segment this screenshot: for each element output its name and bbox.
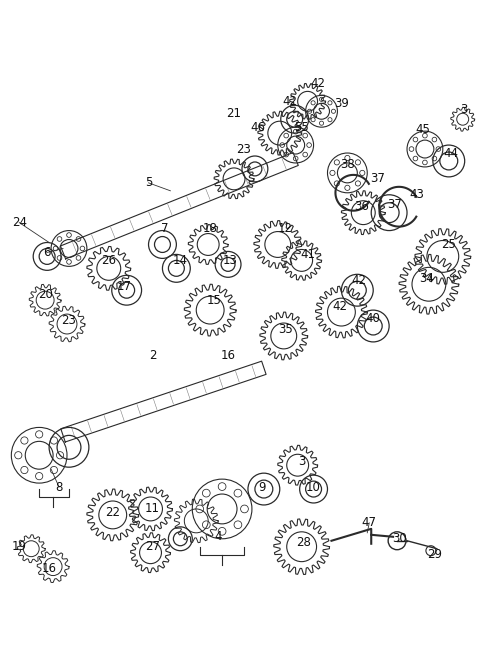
Text: 22: 22: [105, 506, 120, 520]
Text: 6: 6: [43, 246, 51, 259]
Text: 9: 9: [258, 481, 265, 493]
Text: 55: 55: [294, 121, 309, 134]
Text: 24: 24: [12, 216, 27, 229]
Text: 23: 23: [237, 142, 252, 155]
Text: 34: 34: [420, 272, 434, 285]
Text: 41: 41: [300, 248, 315, 261]
Text: 37: 37: [370, 173, 384, 186]
Text: 42: 42: [310, 77, 325, 90]
Text: 21: 21: [227, 107, 241, 120]
Text: 43: 43: [409, 188, 424, 201]
Text: 30: 30: [392, 532, 407, 545]
Text: 18: 18: [203, 222, 217, 235]
Text: 42: 42: [332, 300, 347, 313]
Text: 4: 4: [215, 530, 222, 543]
Text: 27: 27: [145, 541, 160, 553]
Text: 19: 19: [12, 541, 27, 553]
Text: 13: 13: [223, 254, 238, 267]
Text: 3: 3: [298, 455, 305, 468]
Text: 40: 40: [366, 312, 381, 325]
Text: 3: 3: [460, 103, 468, 115]
Text: 28: 28: [296, 536, 311, 549]
Text: 8: 8: [55, 481, 63, 493]
Text: 44: 44: [443, 146, 458, 159]
Text: 46: 46: [251, 121, 265, 134]
Text: 26: 26: [101, 254, 116, 267]
Text: 10: 10: [306, 481, 321, 493]
Text: 7: 7: [161, 222, 168, 235]
Text: 11: 11: [145, 502, 160, 516]
Text: 16: 16: [221, 350, 236, 362]
Text: 42: 42: [352, 274, 367, 287]
Text: 39: 39: [334, 97, 349, 110]
Text: 38: 38: [340, 159, 355, 171]
Text: 15: 15: [207, 294, 222, 306]
Text: 16: 16: [42, 562, 57, 575]
Text: 14: 14: [173, 254, 188, 267]
Text: 17: 17: [117, 279, 132, 293]
Text: 47: 47: [362, 516, 377, 529]
Text: 36: 36: [354, 200, 369, 213]
Text: 2: 2: [149, 350, 156, 362]
Text: 20: 20: [38, 288, 53, 300]
Text: 37: 37: [388, 198, 403, 211]
Text: 12: 12: [277, 222, 292, 235]
Text: 42: 42: [282, 95, 297, 108]
Text: 5: 5: [145, 176, 152, 190]
Text: 45: 45: [416, 123, 431, 136]
Text: 29: 29: [427, 548, 443, 561]
Text: 35: 35: [278, 323, 293, 337]
Text: 25: 25: [441, 238, 456, 251]
Text: 23: 23: [61, 314, 76, 327]
